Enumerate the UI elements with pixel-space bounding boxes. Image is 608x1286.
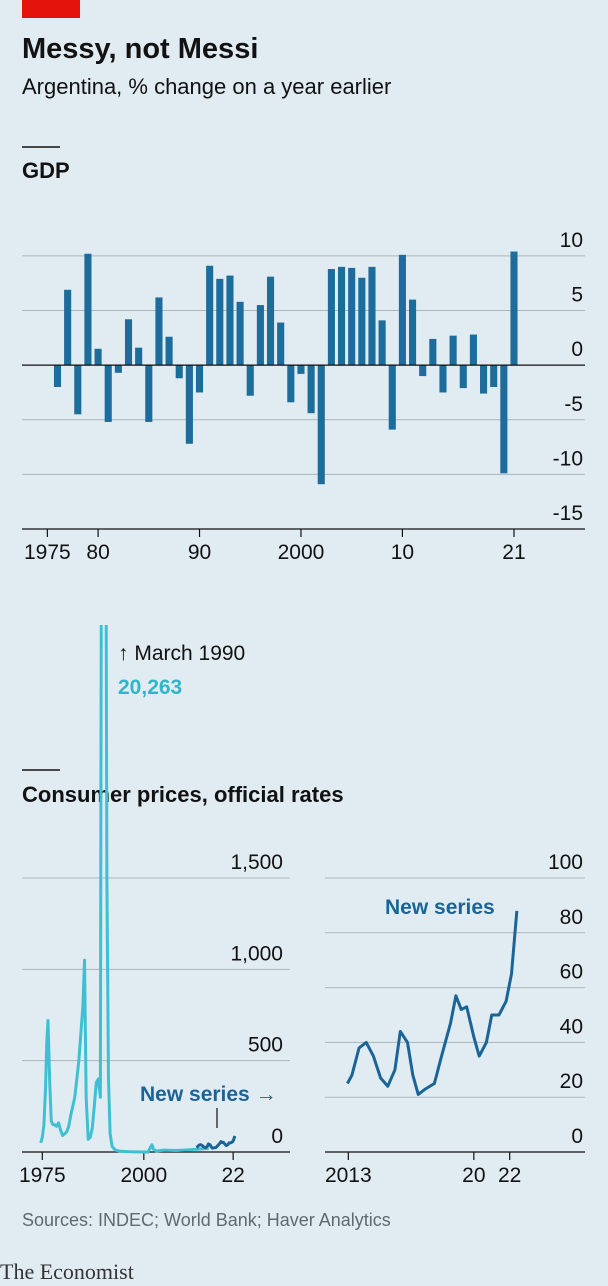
chart-title: GDP xyxy=(22,158,70,183)
x-tick-label: 2000 xyxy=(120,1164,167,1187)
bar xyxy=(94,348,102,366)
y-tick-label: 0 xyxy=(271,1125,283,1148)
annotation: ↑ March 1990 xyxy=(118,642,245,665)
bar xyxy=(419,365,427,377)
bar xyxy=(256,305,264,366)
bar xyxy=(368,266,376,366)
bar xyxy=(114,365,122,373)
bar xyxy=(429,338,437,366)
y-tick-label: 100 xyxy=(548,851,583,874)
y-tick-label: 0 xyxy=(571,338,583,361)
bar xyxy=(74,365,82,415)
annotation: New series → xyxy=(140,1083,277,1106)
bar xyxy=(459,365,467,389)
bar xyxy=(175,365,183,379)
bar xyxy=(348,267,356,366)
bar xyxy=(337,266,346,366)
y-tick-label: 10 xyxy=(560,229,583,252)
x-tick-label: 22 xyxy=(221,1164,244,1187)
bar xyxy=(439,365,447,393)
value-label: 20,263 xyxy=(118,676,182,699)
bar xyxy=(449,335,457,366)
brand: The Economist xyxy=(0,1259,134,1284)
bar xyxy=(510,251,518,366)
bar xyxy=(124,319,133,366)
y-tick-label: 1,000 xyxy=(230,942,283,965)
y-tick-label: 1,500 xyxy=(230,851,283,874)
bar xyxy=(500,365,508,474)
bar xyxy=(307,365,315,414)
y-tick-label: 500 xyxy=(248,1034,283,1057)
x-tick-label: 2013 xyxy=(325,1164,372,1187)
bar xyxy=(64,289,72,366)
bar xyxy=(490,365,498,387)
bar xyxy=(378,320,386,366)
bar xyxy=(266,276,275,366)
bar xyxy=(185,365,193,444)
bar xyxy=(398,254,406,366)
x-tick-label: 10 xyxy=(391,541,414,564)
title: Messy, not Messi xyxy=(22,33,258,65)
bar xyxy=(388,365,396,430)
bar xyxy=(327,269,335,366)
x-tick-label: 20 xyxy=(462,1164,485,1187)
y-tick-label: 80 xyxy=(560,906,583,929)
bar xyxy=(155,297,163,366)
bar xyxy=(104,365,112,422)
bar xyxy=(317,365,325,485)
x-tick-label: 1975 xyxy=(19,1164,66,1187)
bar xyxy=(408,299,417,366)
series-label: New series xyxy=(385,896,495,919)
y-tick-label: -10 xyxy=(553,447,583,470)
bar xyxy=(277,322,285,366)
y-tick-label: 40 xyxy=(560,1015,583,1038)
red-tag xyxy=(22,0,80,18)
bar xyxy=(226,275,234,366)
x-tick-label: 1975 xyxy=(24,541,71,564)
bar xyxy=(297,365,305,374)
subtitle: Argentina, % change on a year earlier xyxy=(22,74,391,99)
bar xyxy=(287,365,295,403)
x-tick-label: 22 xyxy=(498,1164,521,1187)
bar xyxy=(469,334,477,366)
line xyxy=(39,625,209,1154)
bar xyxy=(236,301,244,366)
y-tick-label: -15 xyxy=(553,502,583,525)
line xyxy=(346,910,519,1096)
y-tick-label: 0 xyxy=(571,1125,583,1148)
bar xyxy=(84,253,92,366)
y-tick-label: -5 xyxy=(564,393,583,416)
bar xyxy=(358,277,366,366)
x-tick-label: 2000 xyxy=(278,541,325,564)
line xyxy=(195,1135,237,1150)
chart-title: Consumer prices, official rates xyxy=(22,782,344,807)
bar xyxy=(53,365,62,387)
y-tick-label: 60 xyxy=(560,961,583,984)
x-tick-label: 80 xyxy=(86,541,109,564)
bar xyxy=(246,365,254,396)
source: Sources: INDEC; World Bank; Haver Analyt… xyxy=(22,1210,391,1230)
bar xyxy=(145,365,153,422)
bar xyxy=(480,365,488,394)
x-tick-label: 21 xyxy=(502,541,525,564)
bar xyxy=(216,278,224,366)
bar xyxy=(206,265,214,366)
bar xyxy=(135,347,143,366)
bar xyxy=(195,365,204,393)
bar xyxy=(165,336,173,366)
x-tick-label: 90 xyxy=(188,541,211,564)
y-tick-label: 20 xyxy=(560,1070,583,1093)
y-tick-label: 5 xyxy=(571,284,583,307)
